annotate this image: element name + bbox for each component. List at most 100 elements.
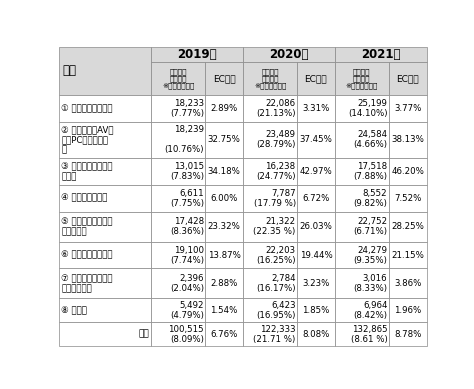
Text: 2.88%: 2.88% bbox=[210, 279, 238, 288]
Bar bbox=[297, 95, 335, 122]
Text: 3.77%: 3.77% bbox=[394, 104, 421, 113]
Text: 2,396
(2.04%): 2,396 (2.04%) bbox=[170, 274, 204, 293]
Bar bbox=[59, 158, 151, 185]
Text: 25,199
(14.10%): 25,199 (14.10%) bbox=[348, 99, 387, 118]
Bar bbox=[335, 212, 389, 242]
Text: 26.03%: 26.03% bbox=[300, 222, 332, 231]
Bar bbox=[151, 47, 243, 62]
Bar bbox=[335, 47, 427, 62]
Text: EC化率: EC化率 bbox=[305, 74, 327, 83]
Text: ③ 書籍、映像・音楽
ソフト: ③ 書籍、映像・音楽 ソフト bbox=[62, 162, 113, 181]
Bar bbox=[205, 158, 243, 185]
Text: 13,015
(7.83%): 13,015 (7.83%) bbox=[170, 162, 204, 181]
Bar bbox=[59, 185, 151, 212]
Text: 7,787
(17.79 %): 7,787 (17.79 %) bbox=[254, 189, 296, 208]
Text: 2021年: 2021年 bbox=[361, 48, 401, 61]
Bar bbox=[151, 298, 205, 322]
Text: 3.86%: 3.86% bbox=[394, 279, 421, 288]
Bar bbox=[335, 268, 389, 298]
Text: ④ 化粧品、医薬品: ④ 化粧品、医薬品 bbox=[62, 194, 108, 203]
Text: 19.44%: 19.44% bbox=[300, 251, 332, 259]
Bar bbox=[297, 62, 335, 95]
Bar bbox=[205, 95, 243, 122]
Text: 6,611
(7.75%): 6,611 (7.75%) bbox=[170, 189, 204, 208]
Text: ① 食品、飲料、酒類: ① 食品、飲料、酒類 bbox=[62, 104, 113, 113]
Text: 5,492
(4.79%): 5,492 (4.79%) bbox=[170, 301, 204, 320]
Text: EC化率: EC化率 bbox=[213, 74, 236, 83]
Bar bbox=[335, 122, 389, 158]
Text: 22,086
(21.13%): 22,086 (21.13%) bbox=[256, 99, 296, 118]
Bar bbox=[151, 158, 205, 185]
Bar bbox=[297, 212, 335, 242]
Text: 6.00%: 6.00% bbox=[210, 194, 238, 203]
Bar bbox=[335, 242, 389, 268]
Text: 23.32%: 23.32% bbox=[208, 222, 240, 231]
Bar bbox=[243, 268, 297, 298]
Text: 2.89%: 2.89% bbox=[210, 104, 238, 113]
Text: ⑧ その他: ⑧ その他 bbox=[62, 306, 87, 315]
Bar bbox=[59, 212, 151, 242]
Text: 1.54%: 1.54% bbox=[210, 306, 238, 315]
Bar bbox=[335, 62, 389, 95]
Bar bbox=[243, 95, 297, 122]
Bar bbox=[335, 95, 389, 122]
Bar bbox=[59, 95, 151, 122]
Text: 1.85%: 1.85% bbox=[302, 306, 329, 315]
Text: 100,515
(8.09%): 100,515 (8.09%) bbox=[168, 325, 204, 344]
Text: 42.97%: 42.97% bbox=[300, 167, 332, 176]
Text: 1.96%: 1.96% bbox=[394, 306, 421, 315]
Text: 2020年: 2020年 bbox=[269, 48, 309, 61]
Text: 37.45%: 37.45% bbox=[300, 135, 332, 144]
Text: 22,203
(16.25%): 22,203 (16.25%) bbox=[256, 245, 296, 265]
Text: 8,552
(9.82%): 8,552 (9.82%) bbox=[354, 189, 387, 208]
Text: 市場規模
（億円）
※下段：前年比: 市場規模 （億円） ※下段：前年比 bbox=[254, 68, 286, 89]
Bar bbox=[205, 122, 243, 158]
Bar bbox=[151, 122, 205, 158]
Bar bbox=[205, 185, 243, 212]
Bar bbox=[297, 322, 335, 346]
Text: EC化率: EC化率 bbox=[396, 74, 419, 83]
Text: 8.78%: 8.78% bbox=[394, 330, 421, 339]
Text: 6.76%: 6.76% bbox=[210, 330, 238, 339]
Bar bbox=[335, 158, 389, 185]
Bar bbox=[243, 322, 297, 346]
Text: 市場規模
（億円）
※下段：前年比: 市場規模 （億円） ※下段：前年比 bbox=[162, 68, 194, 89]
Text: 8.08%: 8.08% bbox=[302, 330, 329, 339]
Bar bbox=[59, 47, 151, 95]
Text: 19,100
(7.74%): 19,100 (7.74%) bbox=[170, 245, 204, 265]
Text: 2,784
(16.17%): 2,784 (16.17%) bbox=[256, 274, 296, 293]
Text: 46.20%: 46.20% bbox=[392, 167, 424, 176]
Text: ② 生活家電、AV機
器、PC・周辺機器
等: ② 生活家電、AV機 器、PC・周辺機器 等 bbox=[62, 125, 114, 154]
Text: 24,584
(4.66%): 24,584 (4.66%) bbox=[354, 130, 387, 149]
Bar bbox=[59, 122, 151, 158]
Bar bbox=[243, 158, 297, 185]
Text: ⑥ 衣類・服装雑貨等: ⑥ 衣類・服装雑貨等 bbox=[62, 251, 113, 259]
Text: 22,752
(6.71%): 22,752 (6.71%) bbox=[354, 217, 387, 236]
Text: 16,238
(24.77%): 16,238 (24.77%) bbox=[256, 162, 296, 181]
Bar bbox=[151, 62, 205, 95]
Bar bbox=[297, 122, 335, 158]
Bar bbox=[297, 185, 335, 212]
Bar bbox=[59, 322, 151, 346]
Bar bbox=[389, 122, 427, 158]
Text: 34.18%: 34.18% bbox=[208, 167, 240, 176]
Text: 6,964
(8.42%): 6,964 (8.42%) bbox=[354, 301, 387, 320]
Text: 132,865
(8.61 %): 132,865 (8.61 %) bbox=[351, 325, 387, 344]
Text: 2019年: 2019年 bbox=[177, 48, 217, 61]
Bar bbox=[243, 298, 297, 322]
Bar bbox=[59, 268, 151, 298]
Text: 13.87%: 13.87% bbox=[208, 251, 240, 259]
Text: 38.13%: 38.13% bbox=[392, 135, 424, 144]
Text: 17,428
(8.36%): 17,428 (8.36%) bbox=[170, 217, 204, 236]
Bar bbox=[297, 268, 335, 298]
Bar bbox=[297, 158, 335, 185]
Bar bbox=[243, 62, 297, 95]
Bar bbox=[389, 268, 427, 298]
Text: 6,423
(16.95%): 6,423 (16.95%) bbox=[256, 301, 296, 320]
Bar bbox=[389, 95, 427, 122]
Bar bbox=[243, 242, 297, 268]
Text: 21.15%: 21.15% bbox=[392, 251, 424, 259]
Bar bbox=[389, 212, 427, 242]
Bar bbox=[205, 322, 243, 346]
Text: 分類: 分類 bbox=[62, 65, 76, 77]
